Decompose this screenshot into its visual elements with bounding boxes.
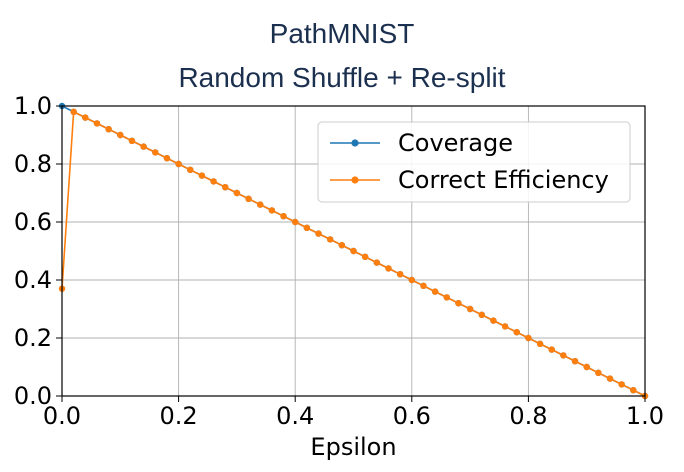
data-point-correct-efficiency	[128, 137, 136, 144]
data-point-correct-efficiency	[303, 224, 311, 231]
data-point-correct-efficiency	[420, 282, 427, 289]
data-point-correct-efficiency	[350, 247, 357, 255]
data-point-correct-efficiency	[408, 276, 415, 284]
data-point-correct-efficiency	[198, 172, 206, 179]
y-tick-label: 0.6	[14, 208, 52, 236]
data-point-correct-efficiency	[210, 178, 217, 185]
x-tick-label: 0.8	[509, 402, 547, 430]
x-tick-label: 0.2	[160, 402, 198, 430]
data-point-correct-efficiency	[583, 363, 590, 371]
data-point-correct-efficiency	[280, 213, 287, 220]
data-point-correct-efficiency	[606, 375, 614, 382]
legend-label-correct-efficiency: Correct Efficiency	[398, 166, 609, 194]
data-point-correct-efficiency	[268, 207, 276, 214]
x-tick-label: 1.0	[626, 402, 664, 430]
data-point-correct-efficiency	[70, 108, 77, 116]
data-point-correct-efficiency	[292, 218, 299, 226]
data-point-correct-efficiency	[525, 334, 532, 342]
x-tick-label: 0.6	[393, 402, 431, 430]
data-point-correct-efficiency	[466, 305, 474, 313]
data-point-correct-efficiency	[618, 381, 625, 388]
data-point-correct-efficiency	[396, 271, 404, 278]
data-point-correct-efficiency	[431, 288, 439, 295]
chart-title: PathMNIST	[269, 18, 415, 49]
plot-frame	[61, 105, 646, 397]
x-axis-label: Epsilon	[310, 433, 396, 461]
legend-box	[317, 121, 631, 203]
y-tick-label: 1.0	[14, 92, 52, 120]
data-point-correct-efficiency	[443, 294, 450, 301]
y-tick-label: 0.2	[14, 324, 52, 352]
y-tick-label: 0.4	[14, 266, 52, 294]
legend-marker-coverage	[351, 139, 359, 147]
data-point-correct-efficiency	[361, 253, 369, 260]
data-point-correct-efficiency	[548, 346, 555, 353]
x-tick-label: 0.0	[43, 402, 81, 430]
data-point-correct-efficiency	[140, 143, 147, 150]
data-point-correct-efficiency	[501, 323, 509, 330]
data-point-correct-efficiency	[455, 300, 462, 307]
data-point-correct-efficiency	[82, 114, 89, 121]
data-point-correct-efficiency	[513, 329, 520, 336]
data-point-correct-efficiency	[560, 352, 567, 359]
series-layer	[58, 102, 649, 400]
data-point-correct-efficiency	[257, 201, 264, 208]
data-point-correct-efficiency	[117, 131, 124, 139]
y-tick-label: 0.8	[14, 150, 52, 178]
data-point-correct-efficiency	[326, 236, 334, 243]
data-point-correct-efficiency	[338, 242, 346, 249]
chart-subtitle: Random Shuffle + Re-split	[178, 62, 506, 93]
data-point-correct-efficiency	[571, 358, 579, 365]
y-tick-label: 0.0	[14, 382, 52, 410]
data-point-correct-efficiency	[187, 166, 194, 173]
data-point-correct-efficiency	[385, 265, 392, 272]
legend-marker-correct-efficiency	[351, 176, 359, 184]
data-point-correct-efficiency	[373, 259, 381, 266]
legend-label-coverage: Coverage	[398, 129, 513, 157]
data-point-correct-efficiency	[222, 184, 229, 191]
data-point-correct-efficiency	[595, 369, 602, 376]
x-tick-label: 0.4	[276, 402, 314, 430]
data-point-correct-efficiency	[630, 387, 637, 394]
data-point-correct-efficiency	[152, 149, 159, 156]
data-point-correct-efficiency	[105, 126, 112, 133]
data-point-correct-efficiency	[490, 317, 497, 324]
series-correct-efficiency	[58, 108, 649, 400]
legend: Coverage Correct Efficiency	[317, 121, 631, 203]
data-point-correct-efficiency	[536, 340, 544, 347]
data-point-correct-efficiency	[233, 189, 241, 197]
data-point-correct-efficiency	[93, 120, 101, 127]
data-point-correct-efficiency	[163, 155, 171, 162]
data-point-correct-efficiency	[478, 311, 485, 318]
data-point-correct-efficiency	[315, 230, 322, 237]
axis-ticks: 0.0 0.2 0.4 0.6 0.8 1.0 0.0 0.2 0.4 0.6 0.8 1.0	[14, 92, 664, 430]
data-point-correct-efficiency	[175, 160, 182, 168]
data-point-correct-efficiency	[245, 195, 252, 202]
